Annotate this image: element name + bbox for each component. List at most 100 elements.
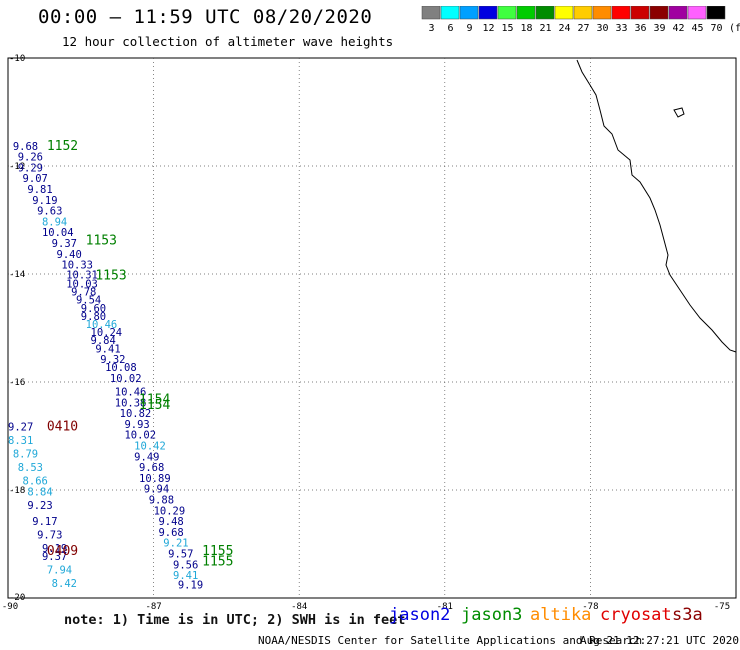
pass-number-label: 1153 xyxy=(95,268,126,283)
color-bin-label: 6 xyxy=(447,23,453,34)
x-tick-label: -90 xyxy=(2,602,18,612)
color-bin-70 xyxy=(706,6,726,20)
chart-subtitle: 12 hour collection of altimeter wave hei… xyxy=(62,34,394,49)
chart-title: 00:00 — 11:59 UTC 08/20/2020 xyxy=(38,6,373,28)
pass-number-label: 1154 xyxy=(139,393,170,408)
footer-note: note: 1) Time is in UTC; 2) SWH is in fe… xyxy=(64,612,406,628)
island xyxy=(673,107,685,118)
wave-height-label: 9.41 xyxy=(173,570,198,582)
color-bin-label: 9 xyxy=(466,23,472,34)
wave-height-label: 10.82 xyxy=(120,408,152,420)
wave-height-label: 8.79 xyxy=(13,449,38,461)
color-bin-label: 39 xyxy=(653,23,665,34)
wave-height-label: 9.88 xyxy=(149,495,174,507)
color-bin-label: 15 xyxy=(501,23,513,34)
y-tick-label: -20 xyxy=(9,593,25,603)
wave-height-label: 9.37 xyxy=(52,238,77,250)
x-tick-label: -78 xyxy=(582,602,598,612)
x-tick-label: -87 xyxy=(145,602,161,612)
wave-height-label: 9.60 xyxy=(81,303,106,315)
wave-height-label: 8.94 xyxy=(42,216,67,228)
x-tick-label: -81 xyxy=(437,602,453,612)
color-bin-9 xyxy=(459,6,479,20)
pass-number-label: 0409 xyxy=(47,544,78,559)
wave-height-label: 10.08 xyxy=(105,362,137,374)
wave-height-label: 9.56 xyxy=(173,559,198,571)
wave-height-label: 9.63 xyxy=(37,206,62,218)
color-bin-label: 42 xyxy=(672,23,684,34)
pass-number-label: 1153 xyxy=(86,233,117,248)
wave-height-label: 9.40 xyxy=(57,249,82,261)
wave-height-label: 9.17 xyxy=(32,516,57,528)
wave-height-label: 10.46 xyxy=(86,319,118,331)
pass-number-label: 1154 xyxy=(139,398,170,413)
satellite-name-s3a: s3a xyxy=(672,605,703,625)
pass-number-label: 0410 xyxy=(47,420,78,435)
color-bin-12 xyxy=(478,6,498,20)
y-tick-label: -14 xyxy=(9,270,25,280)
satellite-name-jason2: jason2 xyxy=(389,605,451,625)
wave-height-label: 9.94 xyxy=(144,484,169,496)
wave-height-label: 8.53 xyxy=(18,462,43,474)
pass-number-label: 1155 xyxy=(202,544,233,559)
wave-height-label: 10.02 xyxy=(124,430,156,442)
wave-height-label: 9.57 xyxy=(168,549,193,561)
color-bin-45 xyxy=(687,6,707,20)
x-tick-label: -84 xyxy=(291,602,307,612)
satellite-name-cryosat: cryosat xyxy=(600,605,672,625)
x-tick-label: -75 xyxy=(714,602,730,612)
color-bin-21 xyxy=(535,6,555,20)
pass-number-label: 1155 xyxy=(202,555,233,570)
color-bin-label: 18 xyxy=(520,23,532,34)
wave-height-label: 9.73 xyxy=(37,530,62,542)
color-bin-label: 70 xyxy=(710,23,722,34)
timestamp-text: Aug 21 12:27:21 UTC 2020 xyxy=(580,634,739,647)
wave-height-label: 10.38 xyxy=(115,397,147,409)
wave-height-label: 9.68 xyxy=(158,527,183,539)
wave-height-label: 9.19 xyxy=(178,579,203,591)
wave-height-label: 9.48 xyxy=(158,516,183,528)
wave-height-label: 10.31 xyxy=(66,269,98,281)
color-bin-18 xyxy=(516,6,536,20)
wave-height-label: 9.54 xyxy=(76,295,101,307)
wave-height-label: 9.21 xyxy=(163,538,188,550)
wave-height-label: 10.03 xyxy=(66,279,98,291)
wave-height-label: 9.78 xyxy=(71,287,96,299)
color-bin-label: 33 xyxy=(615,23,627,34)
wave-height-label: 8.31 xyxy=(8,435,33,447)
wave-height-label: 8.42 xyxy=(52,578,77,590)
color-bin-label: 24 xyxy=(558,23,570,34)
color-bin-30 xyxy=(592,6,612,20)
wave-height-label: 9.93 xyxy=(124,419,149,431)
wave-height-label: 10.42 xyxy=(134,441,166,453)
wave-height-label: 9.80 xyxy=(81,311,106,323)
wave-height-label: 9.84 xyxy=(91,335,116,347)
wave-height-label: 9.37 xyxy=(42,551,67,563)
wave-height-label: 10.89 xyxy=(139,473,171,485)
y-tick-label: -10 xyxy=(9,54,25,64)
wave-height-label: 10.33 xyxy=(61,260,93,272)
wave-height-label: 9.68 xyxy=(139,462,164,474)
color-bin-42 xyxy=(668,6,688,20)
wave-height-label: 9.07 xyxy=(23,173,48,185)
color-bin-label: 21 xyxy=(539,23,551,34)
color-bin-label: 27 xyxy=(577,23,589,34)
color-bin-24 xyxy=(554,6,574,20)
color-bin-3 xyxy=(421,6,441,20)
wave-height-label: 10.46 xyxy=(115,387,147,399)
unit-label: (ft) xyxy=(729,23,740,34)
wave-height-label: 8.84 xyxy=(27,486,52,498)
coastline xyxy=(576,59,737,353)
wave-height-label: 10.02 xyxy=(110,373,142,385)
color-bin-label: 30 xyxy=(596,23,608,34)
y-tick-label: -12 xyxy=(9,162,25,172)
wave-height-label: 8.66 xyxy=(23,476,48,488)
wave-height-label: 9.27 xyxy=(8,422,33,434)
wave-height-label: 9.26 xyxy=(18,152,43,164)
color-bin-label: 45 xyxy=(691,23,703,34)
color-bin-15 xyxy=(497,6,517,20)
wave-height-label: 9.81 xyxy=(27,184,52,196)
wave-height-label: 10.04 xyxy=(42,227,74,239)
color-bin-39 xyxy=(649,6,669,20)
